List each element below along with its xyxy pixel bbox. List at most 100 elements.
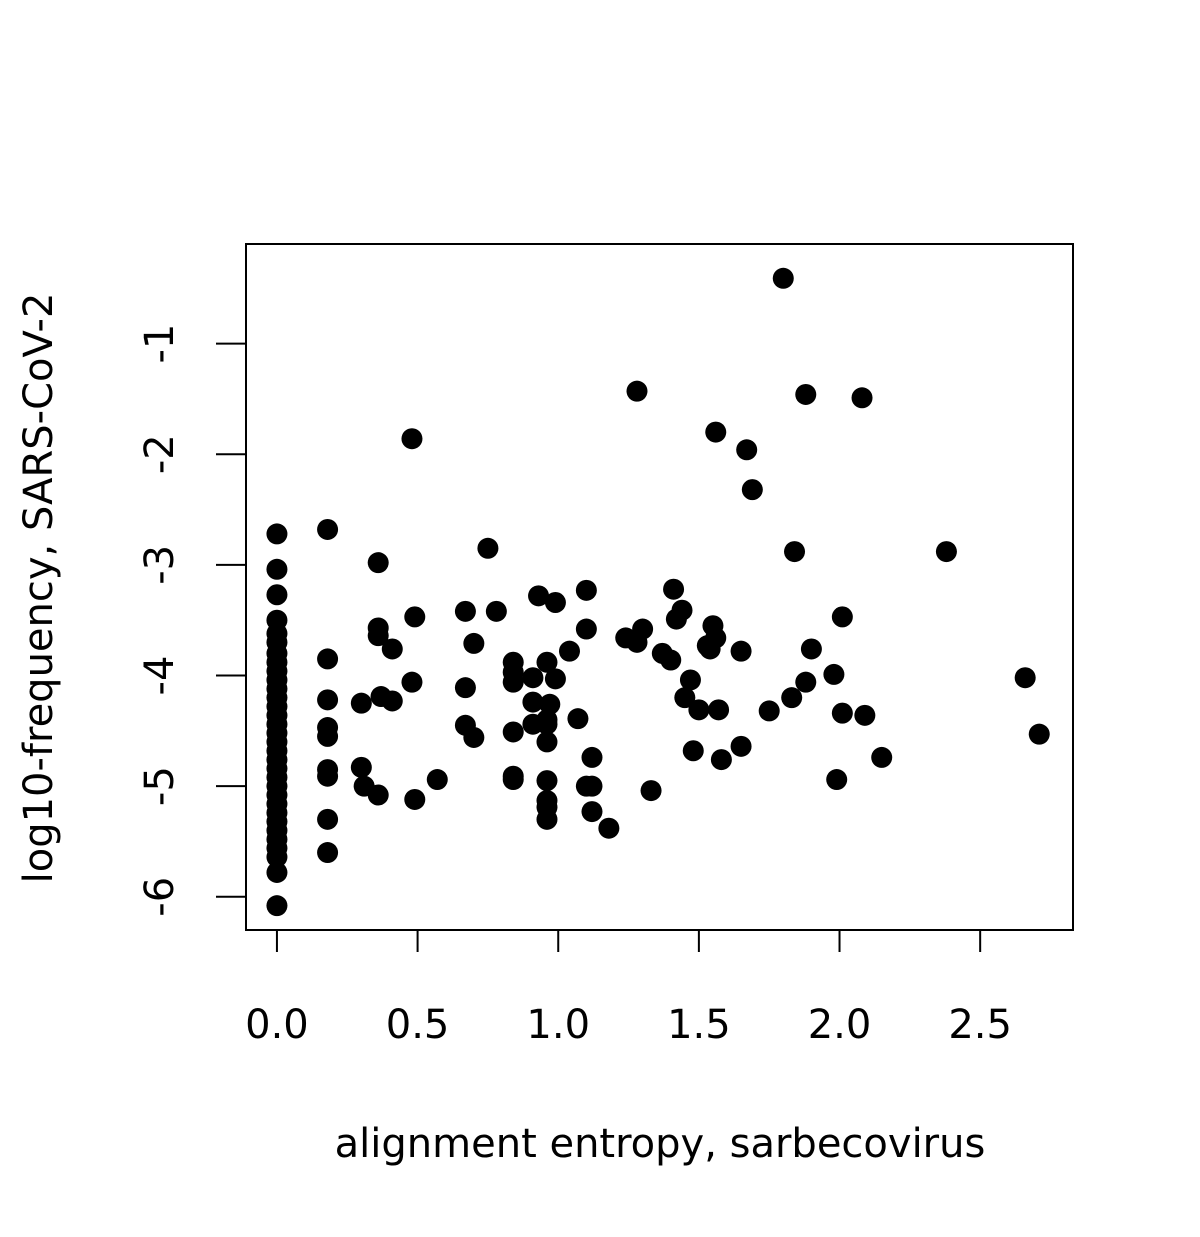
data-point [404,606,426,628]
data-point [730,640,752,662]
data-point [317,648,339,670]
data-point [536,713,558,735]
data-point [688,699,710,721]
data-point [598,817,620,839]
data-point [317,689,339,711]
data-point [708,699,730,721]
data-point [575,618,597,640]
data-point [935,541,957,563]
data-point [528,585,550,607]
data-point [266,584,288,606]
data-point [705,421,727,443]
data-point [317,808,339,830]
data-point [536,808,558,830]
data-point [426,769,448,791]
data-point [851,387,873,409]
data-points [266,267,1050,917]
data-point [502,671,524,693]
data-point [477,537,499,559]
x-axis: 0.0 0.5 1.0 1.5 2.0 2.5 [245,929,1012,1048]
data-point [381,690,403,712]
y-axis-title: log10-frequency, SARS-CoV-2 [16,293,62,884]
data-point [266,861,288,883]
x-tick-label: 2.5 [948,1002,1012,1048]
data-point [522,691,544,713]
data-point [710,749,732,771]
data-point [367,625,389,647]
data-point [632,618,654,640]
y-tick-label: -6 [137,877,183,917]
data-point [800,638,822,660]
data-point [679,669,701,691]
x-tick-label: 1.5 [667,1002,731,1048]
data-point [485,600,507,622]
data-point [404,788,426,810]
data-point [317,842,339,864]
data-point [536,651,558,673]
data-point [401,428,423,450]
data-point [401,671,423,693]
data-point [536,770,558,792]
data-point [317,765,339,787]
data-point [1014,667,1036,689]
data-point [663,578,685,600]
data-point [823,663,845,685]
data-point [266,846,288,868]
data-point [502,721,524,743]
x-tick-label: 1.0 [526,1002,590,1048]
data-point [831,702,853,724]
y-tick-label: -2 [137,434,183,474]
data-point [854,704,876,726]
data-point [544,591,566,613]
data-point [826,769,848,791]
y-tick-label: -4 [137,656,183,696]
x-tick-label: 0.0 [245,1002,309,1048]
data-point [781,687,803,709]
data-point [266,523,288,545]
y-tick-label: -3 [137,545,183,585]
data-point [381,638,403,660]
data-point [772,267,794,289]
data-point [581,746,603,768]
data-point [660,649,682,671]
data-point [536,731,558,753]
y-tick-label: -5 [137,766,183,806]
data-point [317,725,339,747]
x-tick-label: 0.5 [386,1002,450,1048]
data-point [544,668,566,690]
data-point [831,606,853,628]
data-point [502,769,524,791]
data-point [758,700,780,722]
y-tick-label: -1 [137,324,183,364]
data-point [730,735,752,757]
data-point [581,775,603,797]
data-point [626,380,648,402]
data-point [581,801,603,823]
data-point [795,383,817,405]
data-point [640,780,662,802]
data-point [674,687,696,709]
x-axis-title: alignment entropy, sarbecovirus [335,1121,986,1167]
data-point [539,693,561,715]
data-point [575,579,597,601]
data-point [736,439,758,461]
data-point [350,692,372,714]
data-point [871,746,893,768]
data-point [705,627,727,649]
data-point [682,740,704,762]
data-point [317,518,339,540]
data-point [522,667,544,689]
data-point [266,558,288,580]
x-tick-label: 2.0 [808,1002,872,1048]
data-point [567,708,589,730]
data-point [350,756,372,778]
data-point [454,677,476,699]
data-point [795,671,817,693]
data-point [367,784,389,806]
data-point [784,541,806,563]
data-point [671,599,693,621]
data-point [463,632,485,654]
data-point [558,640,580,662]
